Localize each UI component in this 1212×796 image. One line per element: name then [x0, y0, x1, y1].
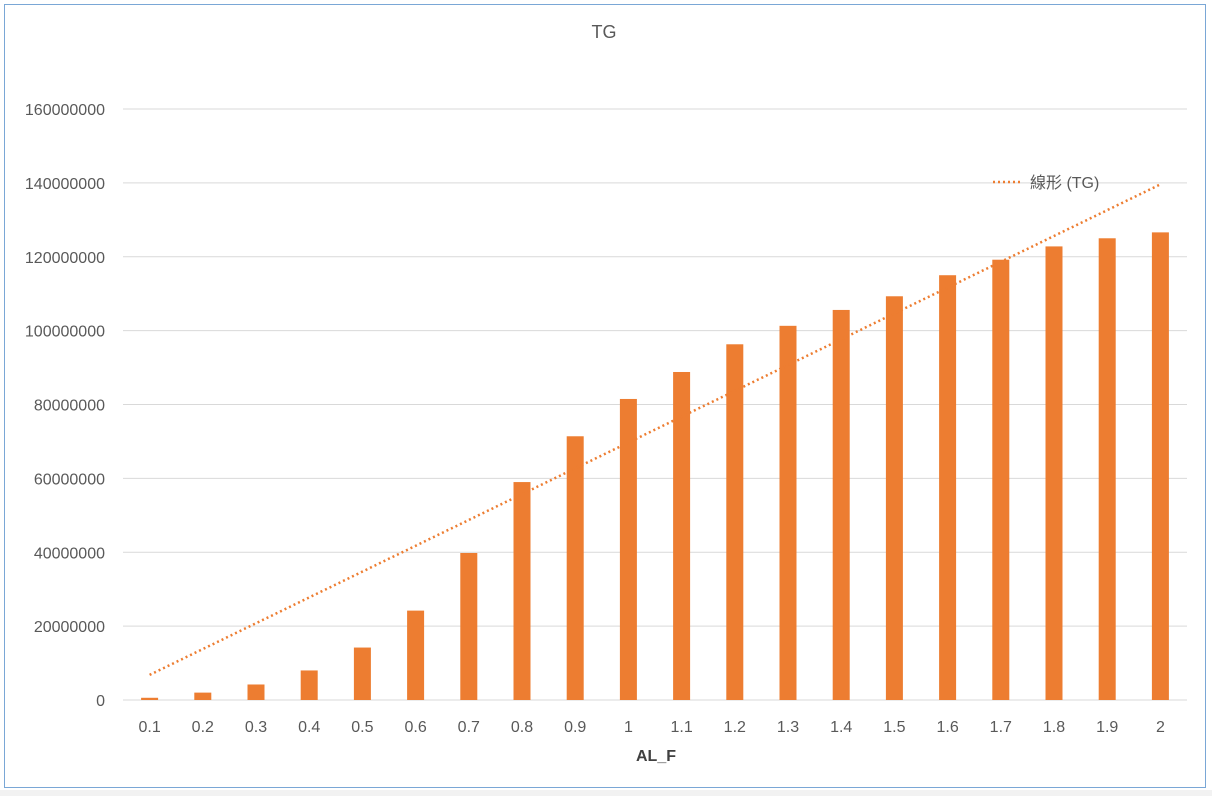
y-tick-label: 40000000 [34, 545, 105, 562]
y-tick-label: 100000000 [25, 324, 105, 341]
legend: 線形 (TG) [993, 174, 1099, 192]
x-tick-label: 1.6 [936, 719, 958, 736]
x-tick-label: 1.1 [670, 719, 692, 736]
x-tick-label: 1.9 [1096, 719, 1118, 736]
x-tick-label: 0.4 [298, 719, 320, 736]
x-tick-label: 0.8 [511, 719, 533, 736]
bar [1045, 246, 1063, 700]
bottom-strip [0, 790, 1212, 796]
bar [832, 309, 850, 700]
y-tick-label: 140000000 [25, 176, 105, 193]
bar [566, 436, 584, 700]
bar [1098, 238, 1116, 700]
x-tick-label: 0.6 [404, 719, 426, 736]
bar [619, 398, 637, 700]
bar [513, 482, 531, 700]
y-tick-label: 160000000 [25, 102, 105, 119]
y-tick-label: 120000000 [25, 250, 105, 267]
y-tick-label: 80000000 [34, 398, 105, 415]
x-tick-label: 1.7 [990, 719, 1012, 736]
x-tick-label: 0.5 [351, 719, 373, 736]
x-tick-label: 0.9 [564, 719, 586, 736]
x-tick-label: 1.5 [883, 719, 905, 736]
x-axis-ticks: 0.1 0.2 0.3 0.4 0.5 0.6 0.7 0.8 0.9 1 1.1 1.2 1.3 1.4… [138, 719, 1164, 736]
bars [141, 232, 1169, 700]
bar [300, 670, 318, 700]
x-tick-label: 0.2 [192, 719, 214, 736]
bar [992, 259, 1010, 700]
bar [353, 647, 371, 700]
x-tick-label: 0.7 [458, 719, 480, 736]
bar [1151, 232, 1169, 700]
bar [885, 296, 903, 700]
x-tick-label: 1.4 [830, 719, 852, 736]
bar [726, 344, 744, 700]
x-tick-label: 0.3 [245, 719, 267, 736]
y-axis-ticks: 0 20000000 40000000 60000000 80000000 1000000… [25, 102, 105, 710]
bar [673, 371, 691, 700]
x-axis-label: AL_F [636, 748, 676, 765]
x-tick-label: 1.2 [724, 719, 746, 736]
chart-title: TG [592, 22, 617, 42]
bar [141, 697, 159, 700]
bar [247, 684, 265, 700]
y-tick-label: 0 [96, 693, 105, 710]
legend-label: 線形 (TG) [1030, 174, 1099, 192]
gridlines [123, 108, 1187, 701]
bar [939, 275, 957, 700]
trendline [149, 183, 1161, 677]
x-tick-label: 1.3 [777, 719, 799, 736]
bar [779, 325, 797, 700]
bar [407, 610, 425, 700]
x-tick-label: 2 [1156, 719, 1165, 736]
y-tick-label: 20000000 [34, 619, 105, 636]
bar [194, 692, 212, 700]
x-tick-label: 1.8 [1043, 719, 1065, 736]
bar [460, 552, 478, 700]
x-tick-label: 1 [624, 719, 633, 736]
x-tick-label: 0.1 [138, 719, 160, 736]
y-tick-label: 60000000 [34, 471, 105, 488]
